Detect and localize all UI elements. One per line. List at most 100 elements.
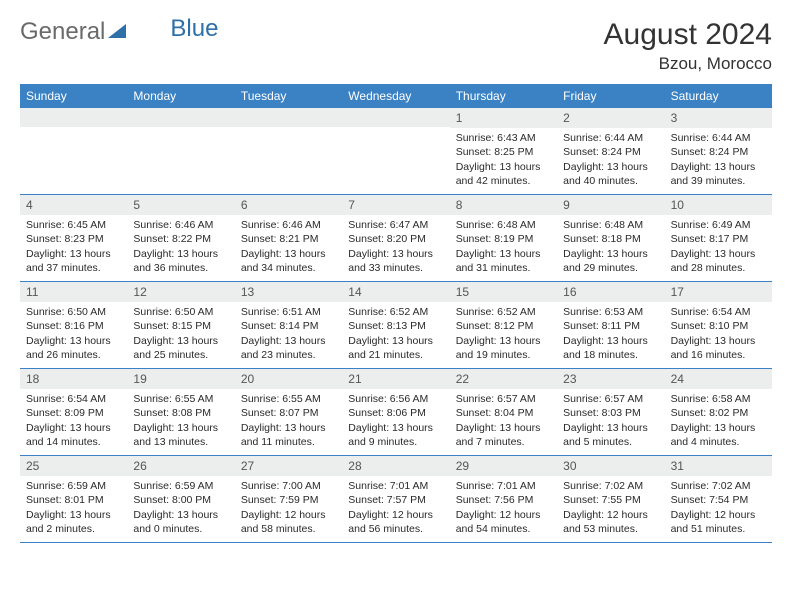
day-number: 28 bbox=[342, 456, 449, 476]
sunset-line: Sunset: 8:04 PM bbox=[456, 406, 551, 420]
sunset-line: Sunset: 8:22 PM bbox=[133, 232, 228, 246]
day-cell: 13Sunrise: 6:51 AMSunset: 8:14 PMDayligh… bbox=[235, 282, 342, 368]
sunset-line: Sunset: 8:15 PM bbox=[133, 319, 228, 333]
day-number: 2 bbox=[557, 108, 664, 128]
day-cell: 3Sunrise: 6:44 AMSunset: 8:24 PMDaylight… bbox=[665, 108, 772, 194]
day-body: Sunrise: 6:55 AMSunset: 8:07 PMDaylight:… bbox=[235, 389, 342, 454]
daylight-line: Daylight: 13 hours and 42 minutes. bbox=[456, 160, 551, 188]
logo-text-blue: Blue bbox=[170, 15, 218, 43]
sunset-line: Sunset: 8:19 PM bbox=[456, 232, 551, 246]
sunrise-line: Sunrise: 6:43 AM bbox=[456, 131, 551, 145]
sunrise-line: Sunrise: 6:59 AM bbox=[133, 479, 228, 493]
title-block: August 2024 Bzou, Morocco bbox=[604, 18, 772, 74]
sunrise-line: Sunrise: 6:48 AM bbox=[456, 218, 551, 232]
day-cell: 4Sunrise: 6:45 AMSunset: 8:23 PMDaylight… bbox=[20, 195, 127, 281]
sunrise-line: Sunrise: 7:02 AM bbox=[671, 479, 766, 493]
day-cell: 14Sunrise: 6:52 AMSunset: 8:13 PMDayligh… bbox=[342, 282, 449, 368]
day-cell: 20Sunrise: 6:55 AMSunset: 8:07 PMDayligh… bbox=[235, 369, 342, 455]
day-number: 13 bbox=[235, 282, 342, 302]
day-cell: 22Sunrise: 6:57 AMSunset: 8:04 PMDayligh… bbox=[450, 369, 557, 455]
day-body: Sunrise: 6:52 AMSunset: 8:12 PMDaylight:… bbox=[450, 302, 557, 367]
daylight-line: Daylight: 13 hours and 28 minutes. bbox=[671, 247, 766, 275]
day-number: 3 bbox=[665, 108, 772, 128]
weekday-header: Saturday bbox=[665, 84, 772, 108]
daylight-line: Daylight: 13 hours and 37 minutes. bbox=[26, 247, 121, 275]
day-number: 10 bbox=[665, 195, 772, 215]
daylight-line: Daylight: 13 hours and 33 minutes. bbox=[348, 247, 443, 275]
day-body: Sunrise: 6:52 AMSunset: 8:13 PMDaylight:… bbox=[342, 302, 449, 367]
daylight-line: Daylight: 13 hours and 9 minutes. bbox=[348, 421, 443, 449]
day-number: 8 bbox=[450, 195, 557, 215]
empty-day-header bbox=[342, 108, 449, 127]
sunset-line: Sunset: 8:01 PM bbox=[26, 493, 121, 507]
daylight-line: Daylight: 13 hours and 21 minutes. bbox=[348, 334, 443, 362]
daylight-line: Daylight: 13 hours and 0 minutes. bbox=[133, 508, 228, 536]
sunrise-line: Sunrise: 6:54 AM bbox=[671, 305, 766, 319]
day-cell: 15Sunrise: 6:52 AMSunset: 8:12 PMDayligh… bbox=[450, 282, 557, 368]
day-body: Sunrise: 6:57 AMSunset: 8:03 PMDaylight:… bbox=[557, 389, 664, 454]
day-number: 29 bbox=[450, 456, 557, 476]
day-body: Sunrise: 7:02 AMSunset: 7:55 PMDaylight:… bbox=[557, 476, 664, 541]
day-body: Sunrise: 6:48 AMSunset: 8:19 PMDaylight:… bbox=[450, 215, 557, 280]
day-cell: 19Sunrise: 6:55 AMSunset: 8:08 PMDayligh… bbox=[127, 369, 234, 455]
day-cell bbox=[127, 108, 234, 194]
sunset-line: Sunset: 8:00 PM bbox=[133, 493, 228, 507]
day-cell bbox=[342, 108, 449, 194]
day-number: 21 bbox=[342, 369, 449, 389]
sunset-line: Sunset: 8:10 PM bbox=[671, 319, 766, 333]
day-body: Sunrise: 7:02 AMSunset: 7:54 PMDaylight:… bbox=[665, 476, 772, 541]
sunset-line: Sunset: 8:21 PM bbox=[241, 232, 336, 246]
daylight-line: Daylight: 12 hours and 56 minutes. bbox=[348, 508, 443, 536]
empty-day-header bbox=[235, 108, 342, 127]
daylight-line: Daylight: 13 hours and 14 minutes. bbox=[26, 421, 121, 449]
location-label: Bzou, Morocco bbox=[604, 54, 772, 74]
day-body: Sunrise: 6:45 AMSunset: 8:23 PMDaylight:… bbox=[20, 215, 127, 280]
day-number: 4 bbox=[20, 195, 127, 215]
daylight-line: Daylight: 13 hours and 31 minutes. bbox=[456, 247, 551, 275]
day-body: Sunrise: 6:46 AMSunset: 8:21 PMDaylight:… bbox=[235, 215, 342, 280]
week-row: 1Sunrise: 6:43 AMSunset: 8:25 PMDaylight… bbox=[20, 108, 772, 195]
sunrise-line: Sunrise: 6:55 AM bbox=[241, 392, 336, 406]
sunset-line: Sunset: 8:08 PM bbox=[133, 406, 228, 420]
day-cell: 12Sunrise: 6:50 AMSunset: 8:15 PMDayligh… bbox=[127, 282, 234, 368]
day-cell: 21Sunrise: 6:56 AMSunset: 8:06 PMDayligh… bbox=[342, 369, 449, 455]
week-row: 11Sunrise: 6:50 AMSunset: 8:16 PMDayligh… bbox=[20, 282, 772, 369]
day-cell: 11Sunrise: 6:50 AMSunset: 8:16 PMDayligh… bbox=[20, 282, 127, 368]
triangle-icon bbox=[108, 18, 128, 46]
day-number: 12 bbox=[127, 282, 234, 302]
day-number: 7 bbox=[342, 195, 449, 215]
weeks-container: 1Sunrise: 6:43 AMSunset: 8:25 PMDaylight… bbox=[20, 108, 772, 543]
day-cell: 16Sunrise: 6:53 AMSunset: 8:11 PMDayligh… bbox=[557, 282, 664, 368]
daylight-line: Daylight: 13 hours and 18 minutes. bbox=[563, 334, 658, 362]
day-number: 22 bbox=[450, 369, 557, 389]
day-cell: 17Sunrise: 6:54 AMSunset: 8:10 PMDayligh… bbox=[665, 282, 772, 368]
day-cell: 26Sunrise: 6:59 AMSunset: 8:00 PMDayligh… bbox=[127, 456, 234, 542]
sunset-line: Sunset: 8:18 PM bbox=[563, 232, 658, 246]
sunset-line: Sunset: 8:06 PM bbox=[348, 406, 443, 420]
day-cell: 10Sunrise: 6:49 AMSunset: 8:17 PMDayligh… bbox=[665, 195, 772, 281]
sunrise-line: Sunrise: 6:45 AM bbox=[26, 218, 121, 232]
day-body: Sunrise: 6:54 AMSunset: 8:09 PMDaylight:… bbox=[20, 389, 127, 454]
sunset-line: Sunset: 8:17 PM bbox=[671, 232, 766, 246]
daylight-line: Daylight: 13 hours and 34 minutes. bbox=[241, 247, 336, 275]
daylight-line: Daylight: 13 hours and 23 minutes. bbox=[241, 334, 336, 362]
daylight-line: Daylight: 12 hours and 53 minutes. bbox=[563, 508, 658, 536]
logo: General Blue bbox=[20, 18, 218, 46]
sunset-line: Sunset: 8:14 PM bbox=[241, 319, 336, 333]
day-body: Sunrise: 6:48 AMSunset: 8:18 PMDaylight:… bbox=[557, 215, 664, 280]
sunrise-line: Sunrise: 6:58 AM bbox=[671, 392, 766, 406]
day-cell: 27Sunrise: 7:00 AMSunset: 7:59 PMDayligh… bbox=[235, 456, 342, 542]
daylight-line: Daylight: 13 hours and 36 minutes. bbox=[133, 247, 228, 275]
day-body: Sunrise: 6:57 AMSunset: 8:04 PMDaylight:… bbox=[450, 389, 557, 454]
day-number: 25 bbox=[20, 456, 127, 476]
day-cell: 31Sunrise: 7:02 AMSunset: 7:54 PMDayligh… bbox=[665, 456, 772, 542]
day-number: 17 bbox=[665, 282, 772, 302]
daylight-line: Daylight: 13 hours and 39 minutes. bbox=[671, 160, 766, 188]
sunset-line: Sunset: 7:57 PM bbox=[348, 493, 443, 507]
daylight-line: Daylight: 13 hours and 13 minutes. bbox=[133, 421, 228, 449]
sunrise-line: Sunrise: 7:01 AM bbox=[456, 479, 551, 493]
daylight-line: Daylight: 13 hours and 11 minutes. bbox=[241, 421, 336, 449]
daylight-line: Daylight: 13 hours and 40 minutes. bbox=[563, 160, 658, 188]
day-body: Sunrise: 6:47 AMSunset: 8:20 PMDaylight:… bbox=[342, 215, 449, 280]
sunset-line: Sunset: 8:20 PM bbox=[348, 232, 443, 246]
